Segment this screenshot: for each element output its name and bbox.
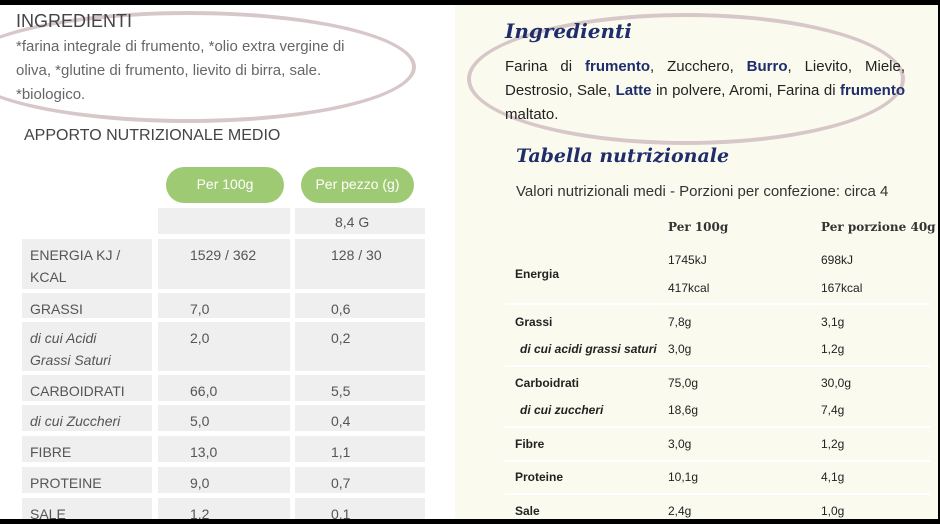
value-cell: 128 / 30 bbox=[295, 239, 425, 289]
column-header: Per porzione 40g bbox=[821, 220, 936, 234]
row-label: di cui zuccheri bbox=[520, 403, 604, 417]
value-cell: 3,0g bbox=[668, 342, 692, 356]
value-cell: 7,0 bbox=[158, 293, 290, 318]
column-header: Per 100g bbox=[668, 220, 729, 234]
value-cell: 1,1 bbox=[295, 436, 425, 462]
ingredient-line: *farina integrale di frumento, *olio ext… bbox=[16, 38, 345, 55]
table-subtitle: Valori nutrizionali medi - Porzioni per … bbox=[516, 183, 889, 200]
row-label: Proteine bbox=[515, 470, 564, 484]
value-cell: 0,4 bbox=[295, 405, 425, 431]
table-title: Tabella nutrizionale bbox=[516, 145, 730, 167]
value-cell: 167kcal bbox=[821, 281, 863, 295]
ingredient-segment: frumento bbox=[585, 58, 650, 75]
ingredient-segment: Burro bbox=[746, 58, 788, 75]
table-cell bbox=[158, 208, 290, 234]
value-cell: 2,0 bbox=[158, 322, 290, 371]
row-label: di cui Acidi Grassi Saturi bbox=[22, 322, 152, 371]
row-separator bbox=[505, 493, 930, 495]
ingredient-segment: Farina di bbox=[505, 58, 585, 75]
row-label-text: FIBRE bbox=[30, 444, 72, 460]
row-label: PROTEINE bbox=[22, 467, 152, 493]
right-panel: Ingredienti Farina di frumento, Zucchero… bbox=[455, 5, 938, 519]
value-cell: 1,2 bbox=[158, 498, 290, 519]
table-title: APPORTO NUTRIZIONALE MEDIO bbox=[24, 127, 281, 144]
value-cell: 0,6 bbox=[295, 293, 425, 318]
row-separator bbox=[505, 303, 930, 305]
row-label: ENERGIA KJ / KCAL bbox=[22, 239, 152, 289]
ingredient-line: *biologico. bbox=[16, 86, 86, 103]
row-label: Sale bbox=[515, 504, 540, 518]
column-header: Per pezzo (g) bbox=[301, 167, 414, 203]
row-label: GRASSI bbox=[22, 293, 152, 318]
row-label-text: di cui Acidi Grassi Saturi bbox=[30, 330, 111, 368]
value-cell: 9,0 bbox=[158, 467, 290, 493]
row-label-text: SALE bbox=[30, 506, 66, 519]
value-cell: 0,7 bbox=[295, 467, 425, 493]
row-label-text: PROTEINE bbox=[30, 475, 102, 491]
value-cell: 7,8g bbox=[668, 315, 692, 329]
value-cell: 66,0 bbox=[158, 375, 290, 401]
value-cell: 75,0g bbox=[668, 376, 699, 390]
row-label-text: CARBOIDRATI bbox=[30, 383, 125, 399]
row-label: Energia bbox=[515, 267, 560, 281]
value-cell: 698kJ bbox=[821, 253, 854, 267]
value-cell: 1745kJ bbox=[668, 253, 707, 267]
row-separator bbox=[505, 365, 930, 367]
value-cell: 0,1 bbox=[295, 498, 425, 519]
value-cell: 5,0 bbox=[158, 405, 290, 431]
row-label: di cui acidi grassi saturi bbox=[520, 342, 657, 356]
value-cell: 2,4g bbox=[668, 504, 692, 518]
row-label: Fibre bbox=[515, 437, 545, 451]
ingredient-segment: maltato. bbox=[505, 106, 559, 123]
ingredient-segment: in polvere, Aromi, Farina di bbox=[651, 82, 840, 99]
row-label: Grassi bbox=[515, 315, 553, 329]
ingredients-text: Farina di frumento, Zucchero, Burro, Lie… bbox=[505, 55, 905, 127]
row-label: CARBOIDRATI bbox=[22, 375, 152, 401]
ingredients-title: INGREDIENTI bbox=[16, 11, 133, 31]
column-header: Per 100g bbox=[166, 167, 284, 203]
ingredients-text: *farina integrale di frumento, *olio ext… bbox=[16, 35, 345, 107]
table-cell: 8,4 G bbox=[295, 208, 425, 234]
highlight-oval bbox=[467, 13, 905, 145]
ingredient-line: oliva, *glutine di frumento, lievito di … bbox=[16, 62, 322, 79]
ingredient-segment: Latte bbox=[615, 82, 652, 99]
ingredients-title: Ingredienti bbox=[505, 19, 632, 43]
row-label: FIBRE bbox=[22, 436, 152, 462]
value-cell: 30,0g bbox=[821, 376, 852, 390]
row-label: di cui Zuccheri bbox=[22, 405, 152, 431]
value-cell: 3,1g bbox=[821, 315, 845, 329]
row-label-text: GRASSI bbox=[30, 301, 83, 317]
value-cell: 5,5 bbox=[295, 375, 425, 401]
left-panel: INGREDIENTI *farina integrale di frument… bbox=[0, 5, 455, 519]
row-separator bbox=[505, 460, 930, 462]
ingredient-segment: , Lievito, Miele, Destrosio, Sale, bbox=[505, 58, 905, 99]
value-cell: 1529 / 362 bbox=[158, 239, 290, 289]
row-label-text: ENERGIA KJ / KCAL bbox=[30, 247, 121, 285]
row-separator bbox=[505, 426, 930, 428]
value-cell: 7,4g bbox=[821, 403, 845, 417]
value-cell: 1,0g bbox=[821, 504, 845, 518]
row-label-text: di cui Zuccheri bbox=[30, 413, 121, 429]
value-cell: 1,2g bbox=[821, 342, 845, 356]
value-cell: 13,0 bbox=[158, 436, 290, 462]
highlight-oval bbox=[0, 11, 416, 123]
value-cell: 417kcal bbox=[668, 281, 710, 295]
value-cell: 1,2g bbox=[821, 437, 845, 451]
row-label: Carboidrati bbox=[515, 376, 580, 390]
ingredient-segment: , Zucchero, bbox=[650, 58, 747, 75]
value-cell: 18,6g bbox=[668, 403, 699, 417]
value-cell: 4,1g bbox=[821, 470, 845, 484]
value-cell: 0,2 bbox=[295, 322, 425, 371]
value-cell: 3,0g bbox=[668, 437, 692, 451]
row-label: SALE bbox=[22, 498, 152, 519]
value-cell: 10,1g bbox=[668, 470, 699, 484]
ingredient-segment: frumento bbox=[840, 82, 905, 99]
